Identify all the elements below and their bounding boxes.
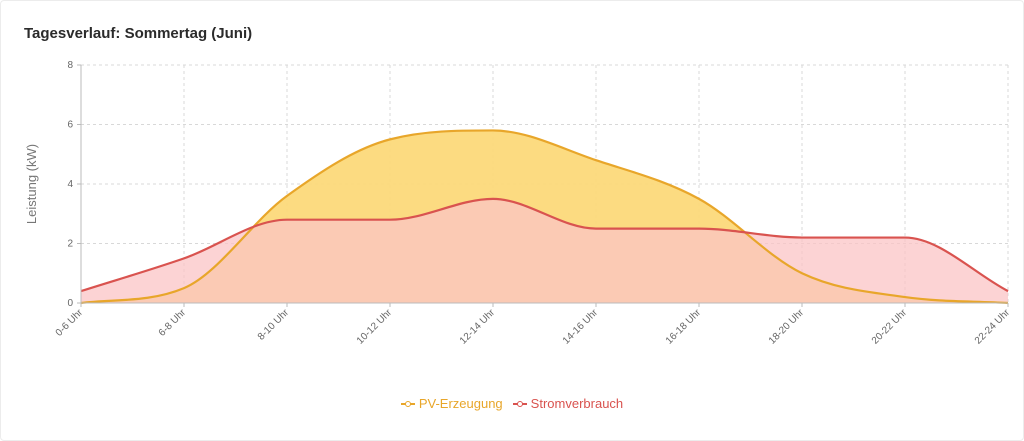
y-tick-label: 2 [67,239,73,250]
y-tick-label: 8 [67,60,73,71]
chart-title: Tagesverlauf: Sommertag (Juni) [24,25,253,42]
x-tick-label: 14-16 Uhr [561,307,601,347]
y-tick-label: 0 [67,298,73,309]
x-tick-label: 22-24 Uhr [973,307,1013,347]
legend-item-consumption[interactable]: Stromverbrauch [512,396,624,411]
y-axis-title: Leistung (kW) [24,144,39,224]
line-pv-erzeugung[interactable] [80,129,1009,305]
legend: PV-Erzeugung Stromverbrauch [0,396,1024,411]
legend-swatch-pv [400,399,415,409]
legend-label-consumption: Stromverbrauch [530,396,624,411]
y-tick-label: 4 [67,179,73,190]
x-tick-label: 8-10 Uhr [256,307,292,343]
y-tick-label: 6 [67,120,73,131]
line-stromverbrauch[interactable] [80,197,1009,293]
x-axis-ticks: 0-6 Uhr 6-8 Uhr 8-10 Uhr 10-12 Uhr 12-14 Uhr… [54,303,1013,347]
x-tick-label: 6-8 Uhr [157,307,189,339]
x-tick-label: 18-20 Uhr [767,307,807,347]
y-axis-ticks: 0 2 4 6 8 [67,60,81,309]
legend-label-pv: PV-Erzeugung [418,396,503,411]
legend-swatch-consumption [512,399,527,409]
series-lines [80,129,1009,305]
x-tick-label: 12-14 Uhr [458,307,498,347]
legend-item-pv[interactable]: PV-Erzeugung [400,396,503,411]
x-tick-label: 10-12 Uhr [355,307,395,347]
x-tick-label: 0-6 Uhr [54,307,86,339]
x-tick-label: 16-18 Uhr [664,307,704,347]
area-stromverbrauch [81,198,1008,303]
x-tick-label: 20-22 Uhr [870,307,910,347]
series-areas [81,130,1008,303]
